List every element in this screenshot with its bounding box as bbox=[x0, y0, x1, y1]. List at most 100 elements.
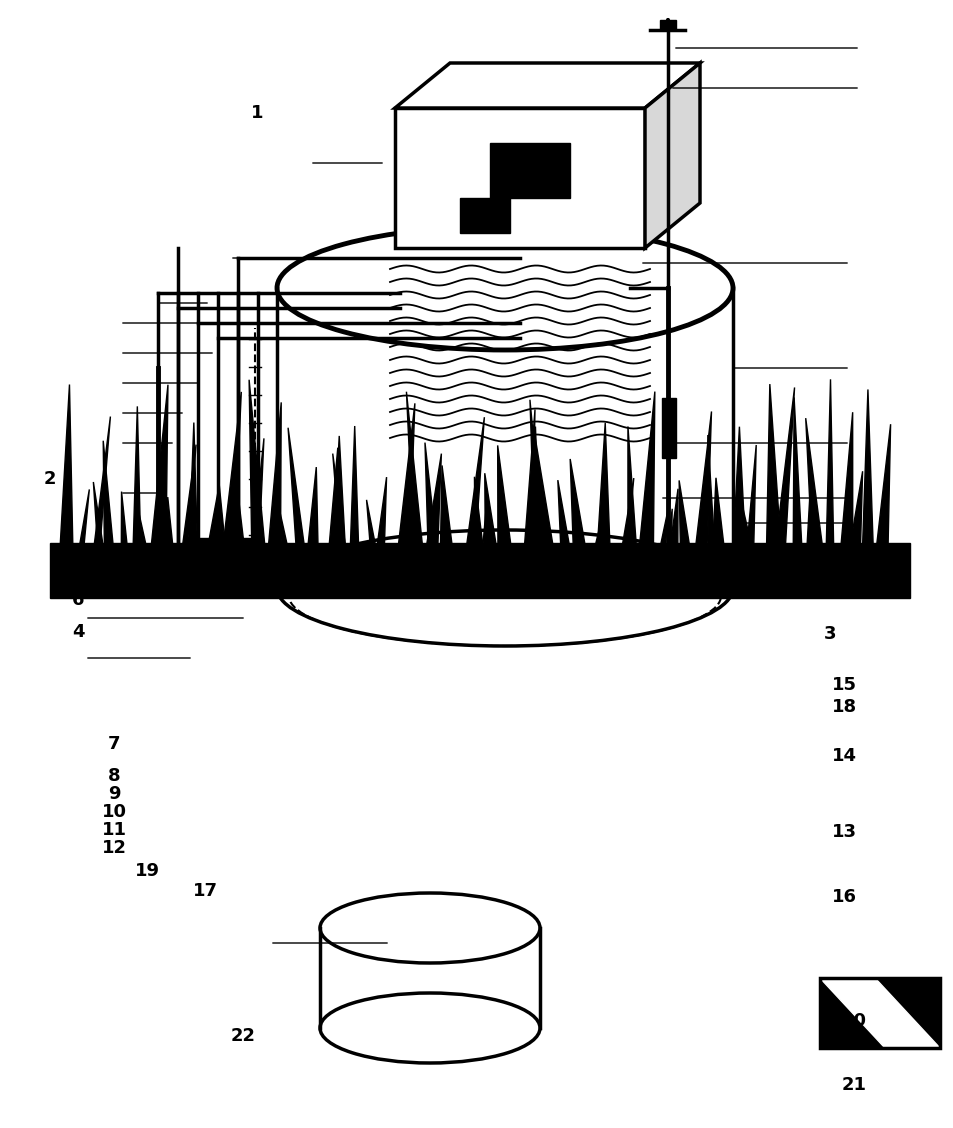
Text: 13: 13 bbox=[831, 823, 856, 841]
Text: 19: 19 bbox=[135, 862, 160, 880]
Polygon shape bbox=[406, 391, 428, 598]
Text: 21: 21 bbox=[841, 1076, 865, 1094]
Polygon shape bbox=[333, 453, 353, 598]
Polygon shape bbox=[400, 485, 419, 598]
Polygon shape bbox=[660, 509, 672, 598]
Polygon shape bbox=[824, 379, 834, 598]
Polygon shape bbox=[249, 380, 270, 598]
Polygon shape bbox=[137, 504, 157, 598]
Polygon shape bbox=[392, 404, 415, 598]
Text: 22: 22 bbox=[231, 1026, 255, 1045]
Text: 9: 9 bbox=[108, 785, 121, 803]
Text: 1: 1 bbox=[251, 104, 264, 122]
Polygon shape bbox=[219, 484, 231, 598]
Polygon shape bbox=[689, 412, 711, 598]
Polygon shape bbox=[146, 385, 168, 598]
Text: 18: 18 bbox=[831, 698, 856, 716]
Bar bbox=[820, 978, 939, 1048]
Polygon shape bbox=[836, 412, 852, 598]
Polygon shape bbox=[497, 446, 517, 598]
Text: 17: 17 bbox=[193, 882, 217, 900]
Polygon shape bbox=[175, 444, 196, 598]
Polygon shape bbox=[288, 428, 312, 598]
Bar bbox=[490, 143, 569, 199]
Polygon shape bbox=[582, 495, 607, 598]
Polygon shape bbox=[707, 435, 717, 598]
Text: 3: 3 bbox=[822, 625, 836, 643]
Polygon shape bbox=[529, 399, 548, 598]
Text: 7: 7 bbox=[108, 735, 121, 754]
Polygon shape bbox=[162, 497, 178, 598]
Polygon shape bbox=[233, 474, 250, 598]
Text: 20: 20 bbox=[841, 1012, 865, 1030]
Polygon shape bbox=[71, 490, 90, 598]
Polygon shape bbox=[594, 423, 611, 598]
Polygon shape bbox=[764, 384, 783, 598]
Text: 15: 15 bbox=[831, 676, 856, 694]
Polygon shape bbox=[88, 416, 111, 598]
Polygon shape bbox=[741, 506, 762, 598]
Polygon shape bbox=[103, 441, 118, 598]
Polygon shape bbox=[461, 200, 510, 233]
Polygon shape bbox=[792, 397, 803, 598]
Bar bbox=[820, 978, 939, 1048]
Polygon shape bbox=[634, 391, 654, 598]
Polygon shape bbox=[439, 466, 458, 598]
Text: 6: 6 bbox=[71, 591, 85, 609]
Polygon shape bbox=[458, 417, 484, 598]
Polygon shape bbox=[768, 387, 794, 598]
Polygon shape bbox=[247, 439, 264, 598]
Polygon shape bbox=[478, 505, 494, 598]
Polygon shape bbox=[132, 406, 142, 598]
Polygon shape bbox=[484, 474, 504, 598]
Polygon shape bbox=[644, 63, 700, 248]
Polygon shape bbox=[803, 468, 813, 598]
Text: 14: 14 bbox=[831, 747, 856, 765]
Polygon shape bbox=[57, 385, 73, 598]
Polygon shape bbox=[627, 426, 639, 598]
Bar bbox=[459, 199, 510, 233]
Polygon shape bbox=[264, 403, 281, 598]
Text: 8: 8 bbox=[108, 767, 121, 785]
Polygon shape bbox=[710, 478, 729, 598]
Bar bbox=[50, 543, 909, 598]
Bar bbox=[659, 20, 676, 30]
Polygon shape bbox=[366, 500, 385, 598]
Polygon shape bbox=[187, 423, 198, 598]
Polygon shape bbox=[730, 426, 747, 598]
Text: 4: 4 bbox=[71, 623, 85, 641]
Polygon shape bbox=[570, 459, 594, 598]
Polygon shape bbox=[820, 978, 939, 1048]
Polygon shape bbox=[324, 448, 337, 598]
Bar bbox=[194, 538, 254, 583]
Text: 16: 16 bbox=[831, 888, 856, 906]
Bar bbox=[661, 398, 676, 458]
Polygon shape bbox=[331, 435, 348, 598]
Polygon shape bbox=[348, 426, 360, 598]
Polygon shape bbox=[216, 391, 241, 598]
Polygon shape bbox=[534, 432, 561, 598]
Bar bbox=[395, 108, 644, 248]
Polygon shape bbox=[679, 481, 698, 598]
Polygon shape bbox=[417, 453, 441, 598]
Polygon shape bbox=[424, 442, 442, 598]
Polygon shape bbox=[613, 478, 633, 598]
Polygon shape bbox=[805, 418, 828, 598]
Polygon shape bbox=[520, 409, 535, 598]
Text: 11: 11 bbox=[102, 821, 127, 839]
Polygon shape bbox=[277, 500, 298, 598]
Polygon shape bbox=[860, 389, 874, 598]
Polygon shape bbox=[649, 499, 670, 598]
Polygon shape bbox=[395, 63, 700, 108]
Polygon shape bbox=[474, 477, 489, 598]
Text: 10: 10 bbox=[102, 803, 127, 821]
Text: 12: 12 bbox=[102, 839, 127, 857]
Polygon shape bbox=[662, 488, 678, 598]
Text: 5: 5 bbox=[71, 555, 85, 573]
Polygon shape bbox=[93, 482, 111, 598]
Polygon shape bbox=[121, 492, 132, 598]
Polygon shape bbox=[198, 485, 219, 598]
Text: 2: 2 bbox=[43, 470, 56, 488]
Polygon shape bbox=[841, 472, 862, 598]
Polygon shape bbox=[741, 444, 756, 598]
